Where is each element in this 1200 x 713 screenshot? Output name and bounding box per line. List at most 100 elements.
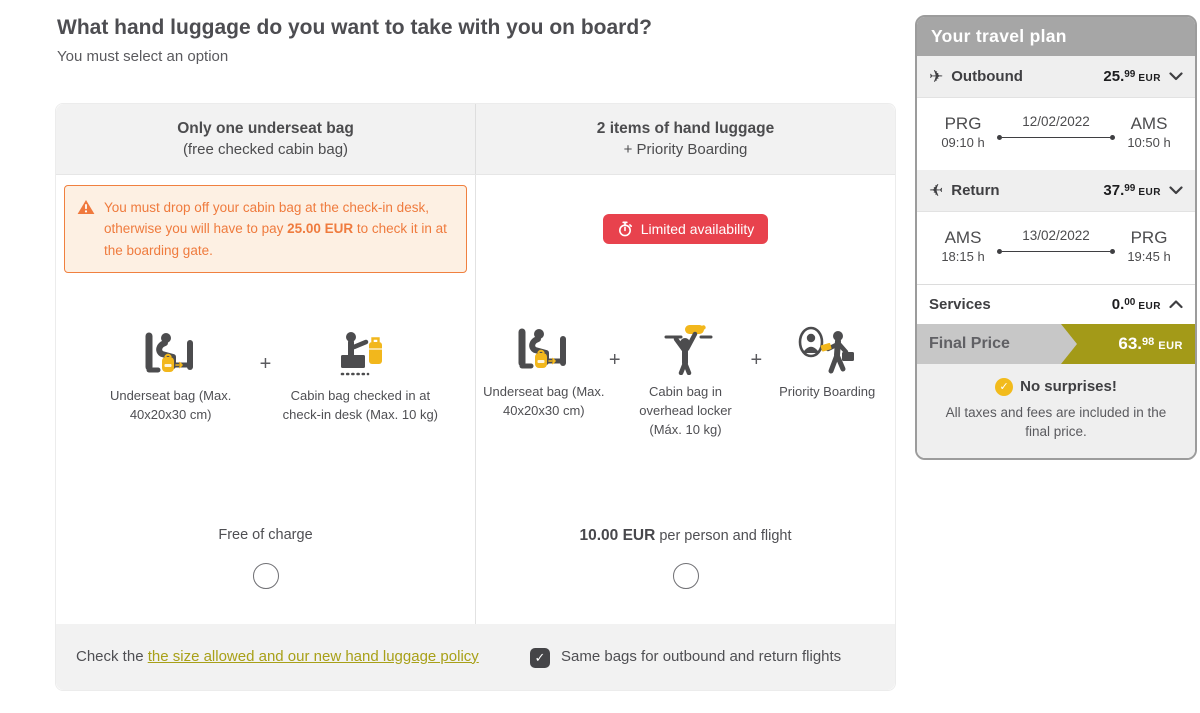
option-price-suffix: per person and flight [655, 528, 792, 544]
return-flight-segment: AMS 18:15 h 13/02/2022 PRG 19:45 h [917, 212, 1195, 284]
route-line [997, 249, 1115, 254]
plane-outbound-icon: ✈ [929, 66, 944, 87]
arrival-block: AMS 10:50 h [1117, 114, 1181, 150]
price-currency: EUR [1138, 300, 1161, 312]
luggage-item: Cabin bag checked in at check-in desk (M… [275, 327, 445, 425]
luggage-item-label: Underseat bag (Max. 40x20x30 cm) [483, 384, 605, 418]
arrival-airport: PRG [1130, 228, 1168, 247]
same-bags-control: ✓ Same bags for outbound and return flig… [530, 646, 880, 669]
options-header: Only one underseat bag (free checked cab… [56, 104, 895, 175]
checkbox-check-icon: ✓ [534, 649, 546, 665]
luggage-item: Priority Boarding [766, 323, 888, 402]
luggage-options-panel: Only one underseat bag (free checked cab… [55, 103, 896, 691]
price-int: 37. [1103, 181, 1125, 199]
flight-date: 12/02/2022 [1022, 114, 1090, 129]
departure-time: 18:15 h [941, 249, 985, 264]
departure-time: 09:10 h [941, 135, 985, 150]
arrival-time: 10:50 h [1127, 135, 1171, 150]
plus-separator: + [608, 349, 621, 371]
two-items-option-radio[interactable] [672, 563, 699, 589]
final-price-label: Final Price [917, 324, 1077, 364]
limited-availability-label: Limited availability [640, 221, 755, 237]
limited-availability-badge: Limited availability [602, 214, 769, 244]
price-dec: 99 [1124, 68, 1136, 80]
travel-plan-sidebar: Your travel plan ✈ Outbound 25.99 EUR PRG… [915, 15, 1197, 460]
price-dec: 99 [1124, 182, 1136, 194]
outbound-summary-row[interactable]: ✈ Outbound 25.99 EUR [917, 56, 1195, 98]
luggage-item-label: Cabin bag in overhead locker (Máx. 10 kg… [639, 384, 732, 437]
same-bags-label: Same bags for outbound and return flight… [561, 647, 842, 665]
final-price-row: Final Price 63.98 EUR [917, 324, 1195, 364]
departure-airport: PRG [944, 114, 982, 133]
option-header-subtitle: + Priority Boarding [623, 141, 748, 158]
same-bags-checkbox[interactable]: ✓ [530, 647, 550, 668]
services-label: Services [929, 296, 991, 313]
segment-middle: 12/02/2022 [995, 114, 1117, 140]
check-circle-icon: ✓ [995, 377, 1014, 396]
priority-boarding-icon [796, 323, 858, 375]
arrival-block: PRG 19:45 h [1117, 228, 1181, 264]
outbound-flight-segment: PRG 09:10 h 12/02/2022 AMS 10:50 h [917, 98, 1195, 170]
price-int: 0. [1111, 295, 1125, 313]
return-label: Return [951, 182, 1000, 199]
option-column-underseat: You must drop off your cabin bag at the … [56, 175, 476, 624]
luggage-item-label: Priority Boarding [779, 384, 876, 399]
price-dec: 00 [1124, 296, 1136, 308]
chevron-down-icon[interactable] [1169, 186, 1183, 195]
option-header-two-items: 2 items of hand luggage + Priority Board… [476, 104, 895, 174]
warning-triangle-icon [77, 199, 95, 261]
note-title-row: ✓ No surprises! [995, 377, 1117, 396]
chevron-down-icon[interactable] [1169, 72, 1183, 81]
underseat-option-icons: Underseat bag (Max. 40x20x30 cm) + [56, 327, 475, 425]
plus-separator: + [259, 353, 272, 375]
luggage-policy-text: Check the the size allowed and our new h… [56, 646, 530, 669]
luggage-item-label: Cabin bag checked in at check-in desk (M… [282, 388, 439, 422]
warning-text-post: to check it in at the boarding gate. [104, 221, 447, 258]
price-currency: EUR [1158, 340, 1183, 352]
luggage-item-label: Underseat bag (Max. 40x20x30 cm) [109, 388, 232, 422]
warning-text-amount: 25.00 EUR [287, 221, 354, 237]
option-header-title: 2 items of hand luggage [596, 120, 775, 137]
stopwatch-icon [617, 221, 633, 237]
outbound-price: 25.99 EUR [1103, 68, 1161, 86]
underseat-bag-icon [512, 323, 576, 375]
availability-badge-wrap: Limited availability [476, 214, 895, 244]
underseat-bag-icon [139, 327, 203, 379]
return-summary-row[interactable]: ✈ Return 37.99 EUR [917, 170, 1195, 212]
price-currency: EUR [1138, 186, 1161, 198]
note-title: No surprises! [1020, 378, 1117, 395]
travel-plan-title: Your travel plan [917, 17, 1195, 56]
arrival-airport: AMS [1130, 114, 1168, 133]
warning-text-pre: You must drop off your cabin bag at the … [104, 200, 429, 237]
underseat-option-radio[interactable] [252, 563, 279, 589]
departure-block: PRG 09:10 h [931, 114, 995, 150]
luggage-item: Underseat bag (Max. 40x20x30 cm) [86, 327, 256, 425]
policy-text-prefix: Check the [76, 647, 148, 665]
chevron-up-icon[interactable] [1169, 300, 1183, 309]
plane-return-icon: ✈ [929, 180, 944, 201]
luggage-item: Cabin bag in overhead locker (Máx. 10 kg… [625, 323, 747, 440]
cabin-bag-warning: You must drop off your cabin bag at the … [64, 185, 467, 273]
price-currency: EUR [1138, 72, 1161, 84]
option-price-amount: 10.00 EUR [579, 527, 656, 544]
final-price-value: 63.98 EUR [1118, 324, 1183, 366]
option-header-title: Only one underseat bag [177, 120, 354, 137]
warning-text: You must drop off your cabin bag at the … [104, 197, 454, 261]
segment-middle: 13/02/2022 [995, 228, 1117, 254]
services-row[interactable]: Services 0.00 EUR [917, 284, 1195, 324]
option-header-underseat: Only one underseat bag (free checked cab… [56, 104, 476, 174]
price-int: 63. [1118, 334, 1143, 353]
option-header-subtitle: (free checked cabin bag) [182, 141, 349, 158]
outbound-label: Outbound [951, 68, 1023, 85]
option-price: Free of charge [218, 527, 313, 543]
luggage-policy-link[interactable]: the size allowed and our new hand luggag… [147, 647, 479, 665]
route-line [997, 135, 1115, 140]
option-column-two-items: Limited availability [476, 175, 895, 624]
services-price: 0.00 EUR [1112, 296, 1161, 314]
page-title: What hand luggage do you want to take wi… [57, 16, 652, 39]
options-body: You must drop off your cabin bag at the … [56, 175, 895, 624]
two-items-option-icons: Underseat bag (Max. 40x20x30 cm) + [476, 323, 895, 440]
note-text: All taxes and fees are included in the f… [945, 404, 1167, 440]
no-surprises-note: ✓ No surprises! All taxes and fees are i… [917, 364, 1195, 458]
departure-airport: AMS [944, 228, 982, 247]
